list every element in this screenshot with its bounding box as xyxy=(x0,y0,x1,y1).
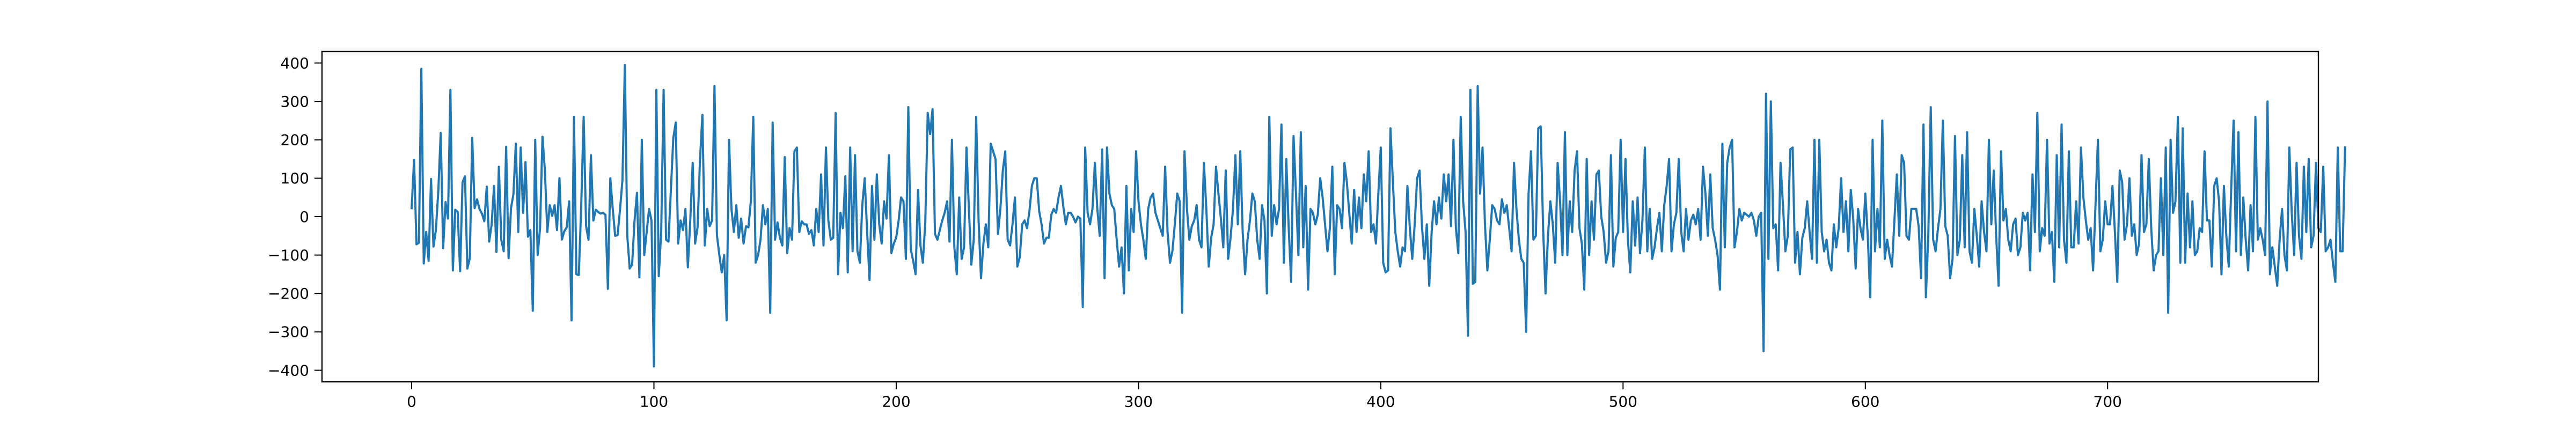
y-tick-label: 400 xyxy=(281,54,309,72)
y-tick-label: −300 xyxy=(268,323,309,341)
x-tick-label: 0 xyxy=(407,393,416,410)
x-tick-label: 300 xyxy=(1124,393,1153,410)
x-tick-label: 100 xyxy=(640,393,668,410)
y-axis: −400 −300 −200 −100 0 100 200 300 400 xyxy=(268,54,322,379)
y-tick-label: 300 xyxy=(281,93,309,110)
x-tick-label: 500 xyxy=(1609,393,1637,410)
series-line xyxy=(410,64,2346,368)
y-tick-label: −400 xyxy=(268,361,309,379)
plot-area xyxy=(322,51,2318,382)
x-axis: 0 100 200 300 400 500 600 700 xyxy=(407,382,2122,410)
y-tick-label: 200 xyxy=(281,131,309,149)
y-tick-label: −100 xyxy=(268,246,309,264)
x-tick-label: 400 xyxy=(1366,393,1395,410)
x-tick-label: 700 xyxy=(2094,393,2122,410)
x-tick-label: 600 xyxy=(1851,393,1879,410)
y-tick-label: 0 xyxy=(299,208,309,226)
y-tick-label: 100 xyxy=(281,169,309,187)
y-tick-label: −200 xyxy=(268,285,309,302)
x-tick-label: 200 xyxy=(882,393,910,410)
plot-frame xyxy=(321,50,2319,383)
